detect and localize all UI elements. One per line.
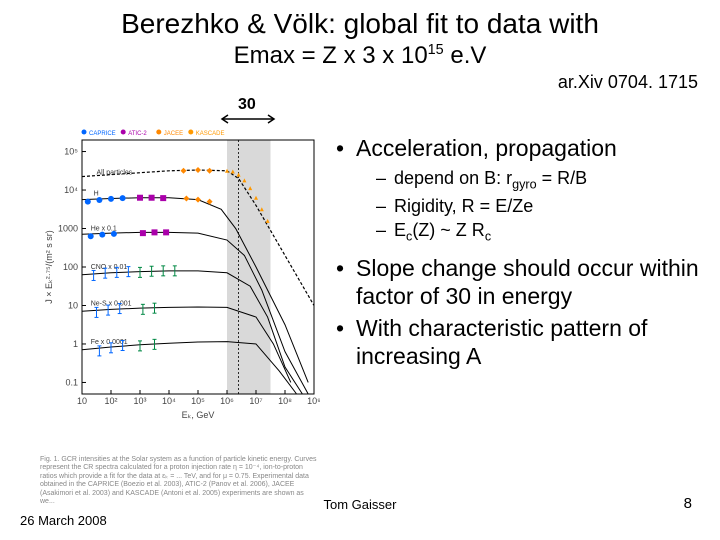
svg-text:Ne-S x 0.001: Ne-S x 0.001 — [91, 300, 132, 307]
svg-text:1000: 1000 — [58, 224, 78, 234]
svg-text:10⁶: 10⁶ — [220, 396, 234, 406]
title-line1: Berezhko & Völk: global fit to data with — [0, 0, 720, 40]
sub-bullet-2: Rigidity, R = E/Ze — [376, 194, 714, 218]
svg-text:KASCADE: KASCADE — [196, 131, 225, 137]
svg-text:10⁵: 10⁵ — [64, 147, 78, 157]
svg-text:J × Eₖ²·⁷⁵/(m² s sr): J × Eₖ²·⁷⁵/(m² s sr) — [44, 230, 54, 304]
gcr-spectrum-chart: 10 10² 10³ 10⁴ 10⁵ 10⁶ 10⁷ 10⁸ 10⁹ 0.1 1 10 100 1000 1… — [40, 122, 320, 452]
svg-text:10: 10 — [68, 300, 78, 310]
footer-author: Tom Gaisser — [0, 497, 720, 512]
svg-text:10³: 10³ — [133, 396, 146, 406]
svg-text:10⁷: 10⁷ — [249, 396, 262, 406]
svg-text:H: H — [94, 191, 99, 198]
svg-text:JACEE: JACEE — [164, 131, 183, 137]
title-line2: Emax = Z x 3 x 1015 e.V — [0, 40, 720, 70]
svg-text:100: 100 — [63, 262, 78, 272]
sub-bullet-3: Ec(Z) ~ Z Rc — [376, 218, 714, 246]
arxiv-ref: ar.Xiv 0704. 1715 — [558, 72, 698, 93]
svg-text:CAPRICE: CAPRICE — [89, 131, 116, 137]
svg-text:ATIC-2: ATIC-2 — [128, 131, 147, 137]
svg-text:1: 1 — [73, 339, 78, 349]
thirty-label: 30 — [238, 96, 256, 114]
svg-text:10⁹: 10⁹ — [307, 396, 320, 406]
footer-page-number: 8 — [684, 495, 692, 512]
sub-bullet-1: depend on B: rgyro = R/B — [376, 166, 714, 194]
svg-text:CNO x 0.01: CNO x 0.01 — [91, 264, 128, 271]
svg-text:All particles: All particles — [97, 169, 133, 176]
svg-text:10⁴: 10⁴ — [162, 396, 176, 406]
svg-text:10²: 10² — [104, 396, 117, 406]
bullet-3: With characteristic pattern of increasin… — [336, 314, 714, 370]
svg-text:0.1: 0.1 — [65, 377, 78, 387]
footer-date: 26 March 2008 — [20, 513, 107, 528]
svg-text:10⁴: 10⁴ — [64, 185, 78, 195]
bullet-list: Acceleration, propagation depend on B: r… — [336, 134, 714, 374]
svg-text:Eₖ, GeV: Eₖ, GeV — [182, 410, 215, 420]
svg-text:10: 10 — [77, 396, 87, 406]
bullet-1: Acceleration, propagation depend on B: r… — [336, 134, 714, 246]
bullet-2: Slope change should occur within factor … — [336, 254, 714, 310]
svg-text:10⁵: 10⁵ — [191, 396, 205, 406]
svg-text:10⁸: 10⁸ — [278, 396, 292, 406]
